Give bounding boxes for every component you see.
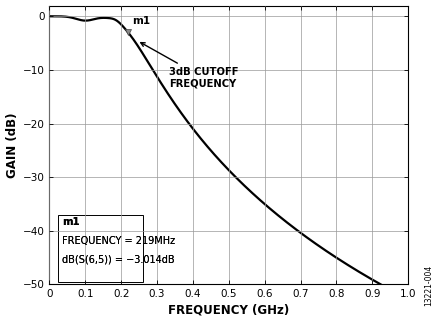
Text: m1: m1 xyxy=(132,16,150,26)
Text: m1: m1 xyxy=(62,217,79,227)
Y-axis label: GAIN (dB): GAIN (dB) xyxy=(6,112,19,178)
Text: dB(S(6,5)) = −3.014dB: dB(S(6,5)) = −3.014dB xyxy=(62,255,174,265)
Text: dB(S(6,5)) = −3.014dB: dB(S(6,5)) = −3.014dB xyxy=(62,255,174,265)
Text: m1: m1 xyxy=(62,217,79,227)
Text: FREQUENCY = 219MHz: FREQUENCY = 219MHz xyxy=(62,236,175,246)
FancyBboxPatch shape xyxy=(58,215,142,282)
Text: 3dB CUTOFF
FREQUENCY: 3dB CUTOFF FREQUENCY xyxy=(141,43,238,89)
X-axis label: FREQUENCY (GHz): FREQUENCY (GHz) xyxy=(168,303,289,317)
Text: FREQUENCY = 219MHz: FREQUENCY = 219MHz xyxy=(62,236,175,246)
Text: 13221-004: 13221-004 xyxy=(423,265,432,306)
